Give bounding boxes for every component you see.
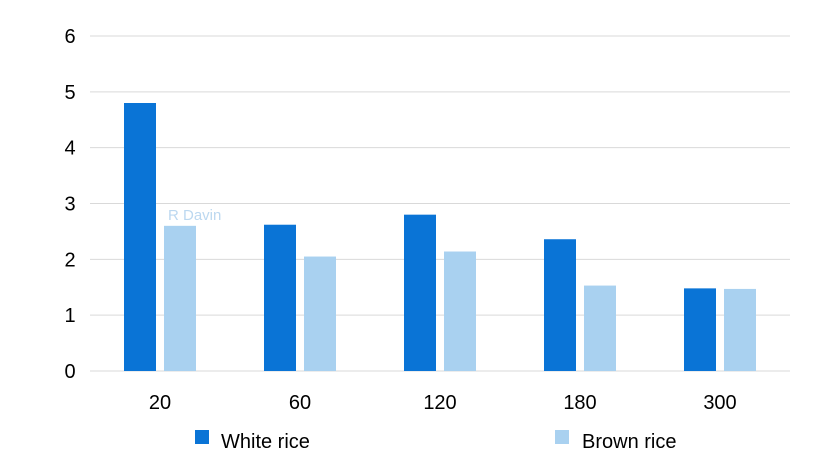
gridlines (90, 35, 790, 372)
bar-brown-rice-60 (304, 256, 336, 371)
bar-white-rice-300 (684, 288, 716, 371)
legend-label-brown-rice: Brown rice (582, 431, 676, 453)
bar-brown-rice-120 (444, 251, 476, 371)
y-tick-label: 0 (64, 361, 75, 383)
legend-swatch-brown-rice (555, 430, 569, 444)
bars (124, 103, 756, 371)
y-tick-label: 4 (64, 138, 75, 160)
x-tick-label: 180 (563, 392, 596, 414)
x-axis-tick-labels: 20 60 120 180 300 (149, 392, 737, 414)
bar-brown-rice-300 (724, 288, 756, 371)
x-tick-label: 20 (149, 392, 171, 414)
y-tick-label: 2 (64, 249, 75, 271)
legend-swatch-white-rice (195, 430, 209, 444)
bar-white-rice-120 (404, 214, 436, 371)
bar-brown-rice-20 (164, 225, 196, 371)
bar-white-rice-180 (544, 239, 576, 371)
watermark-text: R Davin (168, 207, 221, 224)
y-tick-label: 5 (64, 82, 75, 104)
bar-brown-rice-180 (584, 285, 616, 371)
legend[interactable]: White rice Brown rice (195, 430, 676, 453)
legend-label-white-rice: White rice (221, 431, 310, 453)
bar-white-rice-60 (264, 224, 296, 371)
x-tick-label: 120 (423, 392, 456, 414)
y-tick-label: 6 (64, 26, 75, 48)
bar-white-rice-20 (124, 103, 156, 371)
y-tick-label: 1 (64, 305, 75, 327)
y-axis-tick-labels: 0 1 2 3 4 5 6 (64, 26, 75, 383)
x-tick-label: 60 (289, 392, 311, 414)
x-tick-label: 300 (703, 392, 736, 414)
y-tick-label: 3 (64, 194, 75, 216)
